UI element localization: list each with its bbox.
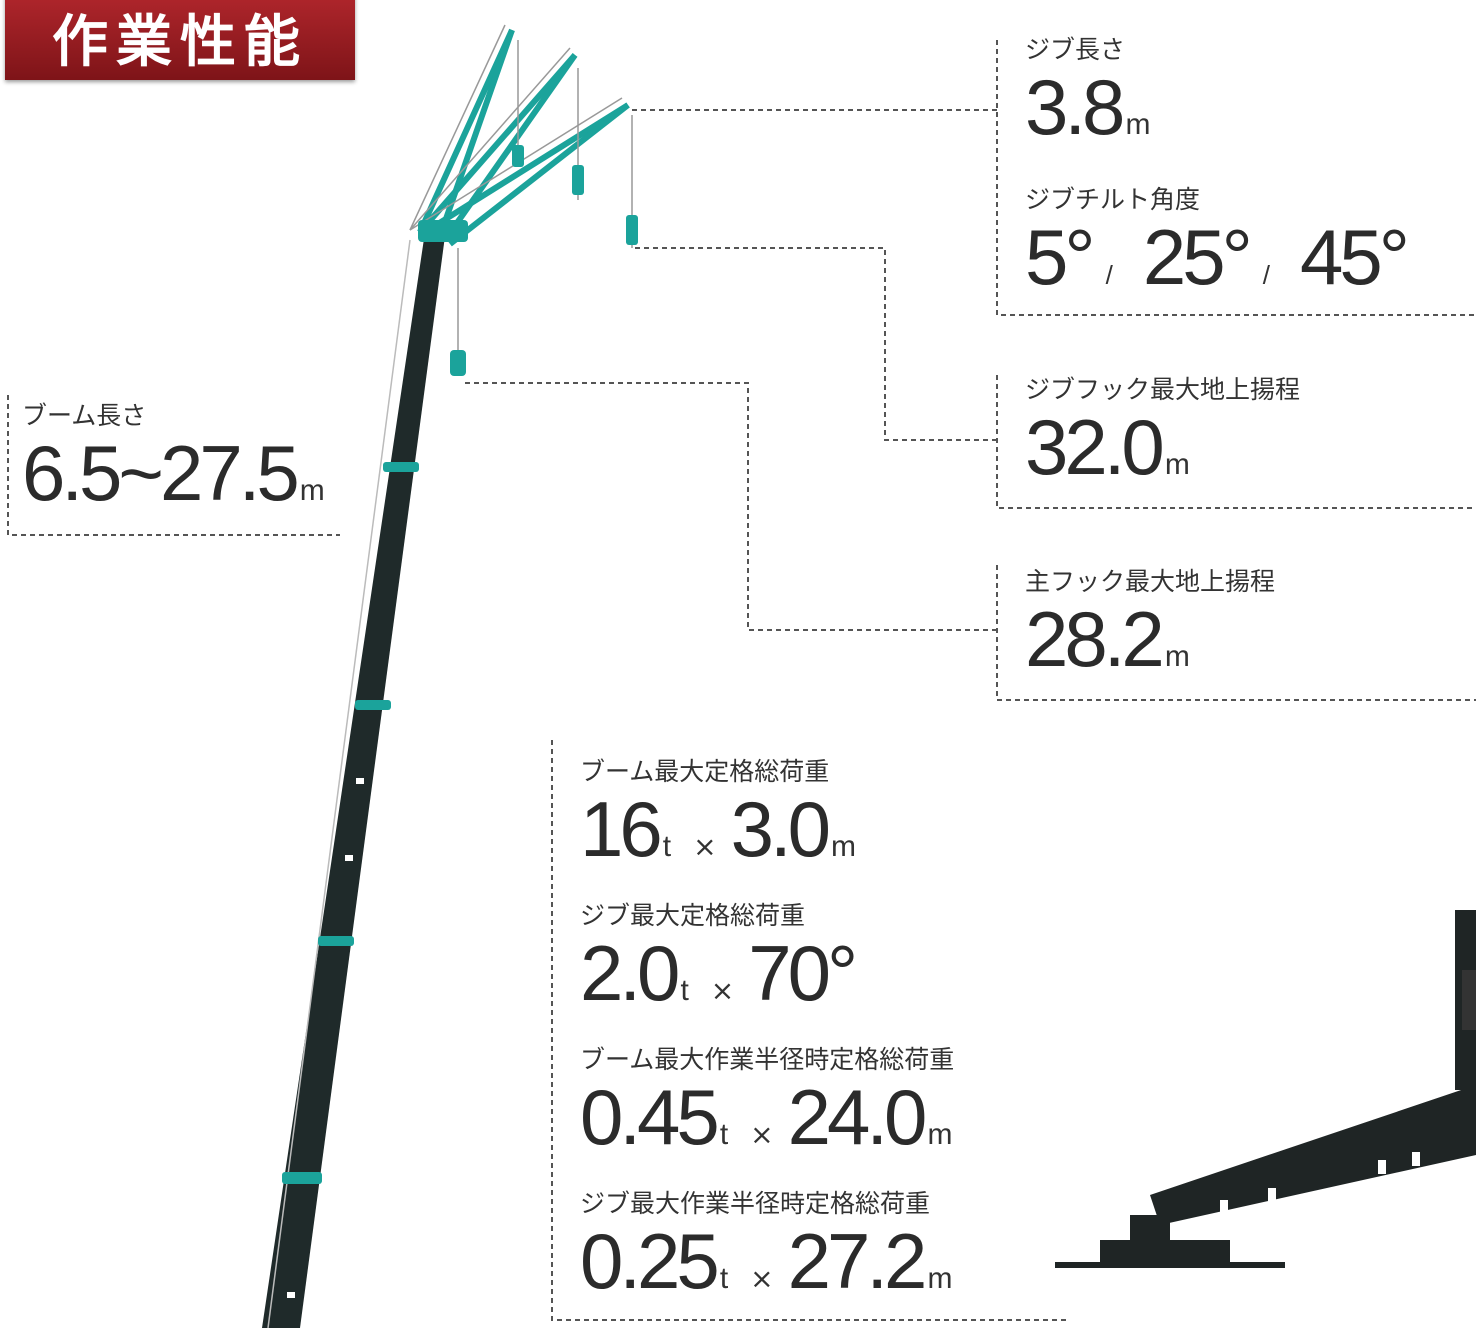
value: 3.8	[1025, 68, 1121, 146]
unit: m	[927, 1118, 952, 1152]
label: ジブ長さ	[1025, 30, 1150, 66]
load: 2.0	[580, 934, 676, 1012]
label: ブーム長さ	[22, 396, 325, 432]
radius: 27.2	[788, 1222, 924, 1300]
angle: 70°	[748, 934, 854, 1012]
label: ジブ最大作業半径時定格総荷重	[580, 1184, 952, 1220]
value: 25°	[1143, 218, 1249, 296]
unit: t	[680, 974, 688, 1008]
load: 0.45	[580, 1078, 716, 1156]
times: ×	[750, 1262, 773, 1295]
label: ブーム最大定格総荷重	[580, 752, 856, 788]
label: ジブ最大定格総荷重	[580, 896, 854, 932]
radius: 3.0	[731, 790, 827, 868]
times: ×	[711, 974, 734, 1007]
header-title: 作業性能	[5, 0, 355, 80]
unit: m	[1165, 640, 1190, 674]
page: {"header": {"title": "作業性能"}, "specs": {…	[0, 0, 1476, 1328]
value: 6.5~27.5	[22, 434, 296, 512]
unit: t	[720, 1118, 728, 1152]
radius: 24.0	[788, 1078, 924, 1156]
label: ジブチルト角度	[1025, 180, 1406, 216]
value: 45°	[1300, 218, 1406, 296]
unit: m	[1125, 108, 1150, 142]
load: 16	[580, 790, 659, 868]
unit: m	[831, 830, 856, 864]
label: 主フック最大地上揚程	[1025, 562, 1275, 598]
label: ジブフック最大地上揚程	[1025, 370, 1300, 406]
times: ×	[693, 830, 716, 863]
jibs	[420, 30, 628, 244]
unit: m	[927, 1262, 952, 1296]
load: 0.25	[580, 1222, 716, 1300]
value: 28.2	[1025, 600, 1161, 678]
label: ブーム最大作業半径時定格総荷重	[580, 1040, 954, 1076]
value-row: 5° / 25° / 45°	[1025, 218, 1406, 296]
unit: t	[720, 1262, 728, 1296]
value: 32.0	[1025, 408, 1161, 486]
times: ×	[750, 1118, 773, 1151]
separator: /	[1106, 260, 1113, 291]
unit: t	[663, 830, 671, 864]
unit: m	[1165, 448, 1190, 482]
separator: /	[1263, 260, 1270, 291]
unit: m	[300, 474, 325, 508]
spec-jib-tilt: ジブチルト角度 5° / 25° / 45°	[1025, 180, 1406, 296]
crane-base	[1055, 910, 1476, 1268]
value: 5°	[1025, 218, 1092, 296]
